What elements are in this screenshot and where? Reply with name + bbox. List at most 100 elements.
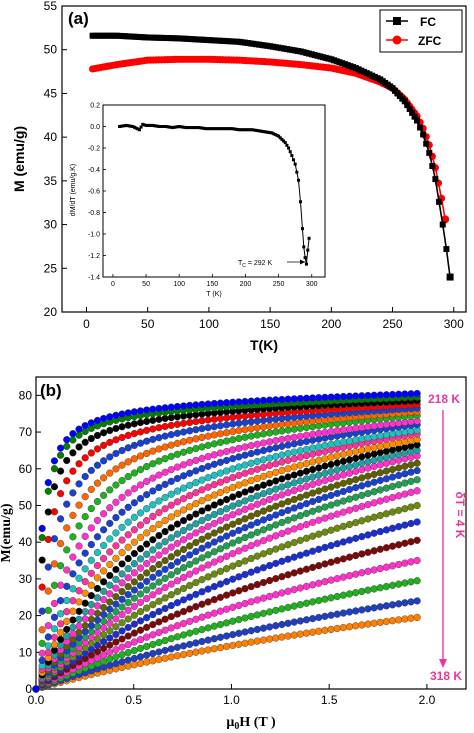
- mh-point: [290, 586, 298, 594]
- mh-point: [124, 640, 132, 649]
- mh-point: [100, 603, 108, 612]
- mh-point: [192, 467, 200, 475]
- mh-point: [241, 533, 249, 542]
- mh-point: [106, 590, 114, 598]
- mh-point: [345, 520, 354, 529]
- mh-point: [173, 530, 181, 538]
- mh-point: [315, 471, 323, 479]
- mh-point: [235, 615, 243, 624]
- mh-point: [296, 469, 304, 477]
- mh-point: [358, 587, 366, 596]
- mh-point: [401, 470, 409, 478]
- fc-point: [404, 102, 411, 109]
- mh-point: [130, 513, 138, 521]
- mh-point: [222, 486, 231, 494]
- mh-point: [56, 467, 65, 475]
- mh-point: [407, 477, 415, 486]
- mh-point: [376, 511, 384, 520]
- inset-point: [257, 129, 261, 133]
- panel-b-series: [32, 389, 421, 693]
- mh-point: [345, 506, 354, 514]
- mh-point: [112, 554, 120, 562]
- mh-point: [364, 620, 372, 628]
- mh-point: [395, 481, 403, 489]
- x-tick-label: 200: [321, 317, 341, 331]
- mh-point: [333, 575, 341, 583]
- mh-point: [143, 604, 151, 612]
- mh-point: [204, 494, 212, 502]
- mh-point: [143, 658, 151, 666]
- inset-point: [263, 130, 267, 134]
- mh-point: [136, 555, 145, 563]
- mh-point: [112, 542, 120, 550]
- mh-point: [161, 422, 169, 431]
- mh-point: [179, 545, 188, 554]
- mh-point: [382, 441, 390, 449]
- mh-point: [38, 649, 46, 657]
- mh-point: [93, 622, 102, 630]
- mh-point: [56, 620, 65, 628]
- mh-point: [413, 487, 421, 495]
- mh-point: [87, 434, 95, 443]
- mh-point: [309, 394, 317, 402]
- mh-point: [130, 549, 138, 558]
- mh-point: [161, 468, 169, 476]
- mh-point: [87, 449, 95, 457]
- mh-point: [69, 616, 77, 624]
- mh-point: [345, 425, 354, 433]
- inset-point: [126, 124, 130, 128]
- mh-point: [155, 587, 163, 595]
- mh-point: [50, 599, 59, 608]
- mh-point: [345, 392, 354, 400]
- mh-point: [333, 489, 341, 497]
- mh-point: [222, 414, 231, 422]
- mh-point: [143, 529, 151, 537]
- mh-point: [278, 458, 286, 466]
- mh-point: [358, 517, 366, 525]
- inset-point: [166, 125, 170, 129]
- mh-point: [198, 476, 206, 484]
- inset-point: [157, 125, 161, 128]
- mh-point: [210, 622, 218, 630]
- inset-point: [187, 126, 191, 130]
- mh-point: [149, 536, 157, 544]
- mh-point: [259, 423, 268, 431]
- inset-point: [171, 126, 175, 130]
- mh-point: [345, 608, 354, 616]
- mh-point: [143, 406, 151, 414]
- mh-point: [339, 609, 347, 617]
- mh-point: [130, 420, 138, 428]
- mh-point: [259, 439, 268, 447]
- mh-point: [186, 458, 194, 467]
- mh-point: [75, 501, 83, 509]
- mh-point: [192, 648, 200, 656]
- mh-point: [241, 524, 249, 532]
- y-tick-label: 40: [44, 130, 58, 144]
- mh-point: [216, 555, 225, 563]
- mh-point: [112, 498, 120, 506]
- mh-point: [155, 560, 163, 569]
- inset-point: [252, 128, 256, 132]
- mh-point: [352, 607, 360, 615]
- inset-point: [149, 123, 153, 127]
- mh-point: [229, 473, 237, 482]
- inset-point: [237, 128, 241, 132]
- mh-point: [253, 424, 261, 432]
- mh-point: [413, 476, 421, 484]
- mh-point: [309, 497, 317, 506]
- mh-point: [155, 434, 163, 442]
- mh-point: [265, 534, 274, 542]
- mh-point: [149, 512, 157, 521]
- mh-point: [124, 648, 132, 657]
- mh-point: [315, 478, 323, 486]
- mh-point: [112, 481, 120, 489]
- mh-point: [278, 509, 286, 517]
- mh-point: [87, 600, 95, 609]
- mh-point: [124, 615, 132, 623]
- inset-point: [227, 127, 231, 131]
- mh-point: [161, 527, 169, 536]
- mh-point: [81, 422, 89, 430]
- mh-point: [81, 532, 89, 540]
- mh-point: [210, 481, 218, 489]
- mh-point: [161, 594, 169, 602]
